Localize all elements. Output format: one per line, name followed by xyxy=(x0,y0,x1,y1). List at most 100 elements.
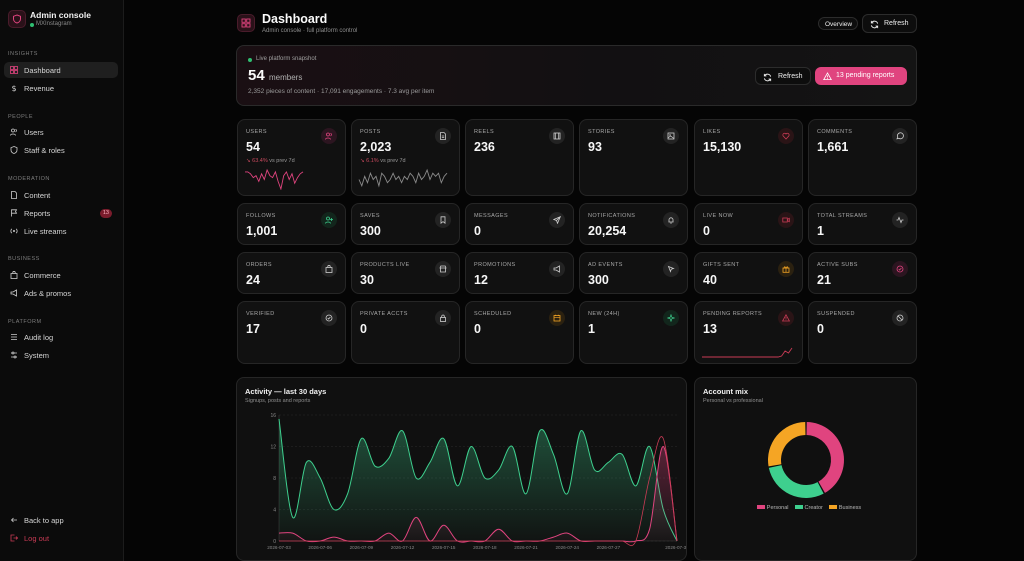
trend-value: ↘ 6.1% xyxy=(360,158,379,164)
stat-value: 54 xyxy=(246,140,260,154)
heart-icon xyxy=(778,128,794,144)
legend-swatch xyxy=(828,505,837,509)
donut-slice-business[interactable] xyxy=(768,422,806,467)
snapshot-description: 2,352 pieces of content · 17,091 engagem… xyxy=(248,88,435,95)
y-tick-label: 12 xyxy=(270,445,276,451)
nav-section-business: BUSINESS xyxy=(8,256,40,262)
stat-card-scheduled[interactable]: SCHEDULED 0 xyxy=(465,301,574,364)
stat-label: LIVE NOW xyxy=(703,213,734,219)
stat-label: ACTIVE SUBS xyxy=(817,262,858,268)
snapshot-label: Live platform snapshot xyxy=(256,56,317,62)
stat-card-suspended[interactable]: SUSPENDED 0 xyxy=(808,301,917,364)
sidebar-item-staff[interactable]: Staff & roles xyxy=(4,142,118,158)
stat-value: 0 xyxy=(703,224,710,238)
sidebar-item-audit-log[interactable]: Audit log xyxy=(4,329,118,345)
stat-label: AD EVENTS xyxy=(588,262,623,268)
refresh-button[interactable]: Refresh xyxy=(862,14,917,33)
trend-text: vs prev 7d xyxy=(269,158,295,164)
stat-label: PROMOTIONS xyxy=(474,262,516,268)
stat-card-total-streams[interactable]: TOTAL STREAMS 1 xyxy=(808,203,917,245)
sidebar-item-dashboard[interactable]: Dashboard xyxy=(4,62,118,78)
sidebar-item-reports[interactable]: Reports 13 xyxy=(4,205,118,221)
stat-value: 20,254 xyxy=(588,224,627,238)
stat-label: ORDERS xyxy=(246,262,272,268)
x-tick-label: 2026-07-27 xyxy=(597,545,621,550)
stat-card-likes[interactable]: LIKES 15,130 xyxy=(694,119,803,196)
logout-button[interactable]: Log out xyxy=(4,530,118,546)
sidebar-item-content[interactable]: Content xyxy=(4,187,118,203)
sidebar-item-live-streams[interactable]: Live streams xyxy=(4,223,118,239)
donut-slice-personal[interactable] xyxy=(806,422,845,493)
stat-card-gifts-sent[interactable]: GIFTS SENT 40 xyxy=(694,252,803,294)
stat-card-reels[interactable]: REELS 236 xyxy=(465,119,574,196)
trend-value: ↘ 63.4% xyxy=(246,158,268,164)
back-to-app-link[interactable]: Back to app xyxy=(4,512,118,528)
stat-value: 236 xyxy=(474,140,495,154)
snapshot-refresh-button[interactable]: Refresh xyxy=(755,67,811,85)
stat-card-ad-events[interactable]: AD EVENTS 300 xyxy=(579,252,688,294)
gift-icon xyxy=(778,261,794,277)
stat-label: SUSPENDED xyxy=(817,311,855,317)
stat-card-active-subs[interactable]: ACTIVE SUBS 21 xyxy=(808,252,917,294)
stat-card-promotions[interactable]: PROMOTIONS 12 xyxy=(465,252,574,294)
pending-reports-button[interactable]: 13 pending reports xyxy=(815,67,907,85)
stat-value: 21 xyxy=(817,273,831,287)
refresh-label: Refresh xyxy=(884,20,909,27)
sidebar-item-revenue[interactable]: $ Revenue xyxy=(4,80,118,96)
account-mix-legend: Personal Creator Business xyxy=(695,505,916,511)
stat-card-users[interactable]: USERS 54 ↘ 63.4% vs prev 7d xyxy=(237,119,346,196)
megaphone-icon xyxy=(549,261,565,277)
stat-card-pending-reports[interactable]: PENDING REPORTS 13 xyxy=(694,301,803,364)
stat-card-verified[interactable]: VERIFIED 17 xyxy=(237,301,346,364)
nav-section-people: PEOPLE xyxy=(8,114,34,120)
sidebar-item-users[interactable]: Users xyxy=(4,124,118,140)
calendar-icon xyxy=(549,310,565,326)
stat-value: 13 xyxy=(703,322,717,336)
stat-card-messages[interactable]: MESSAGES 0 xyxy=(465,203,574,245)
sidebar-item-commerce[interactable]: Commerce xyxy=(4,267,118,283)
users-icon xyxy=(321,128,337,144)
alert-icon xyxy=(823,71,832,80)
sidebar: Admin console MXInstagram INSIGHTS Dashb… xyxy=(0,0,124,561)
overview-button[interactable]: Overview xyxy=(818,17,858,30)
y-tick-label: 8 xyxy=(273,476,276,482)
stat-label: GIFTS SENT xyxy=(703,262,740,268)
stat-card-posts[interactable]: POSTS 2,023 ↘ 6.1% vs prev 7d xyxy=(351,119,460,196)
stat-card-live-now[interactable]: LIVE NOW 0 xyxy=(694,203,803,245)
user-plus-icon xyxy=(321,212,337,228)
stat-card-new-24h[interactable]: NEW (24H) 1 xyxy=(579,301,688,364)
stat-card-orders[interactable]: ORDERS 24 xyxy=(237,252,346,294)
sparkline xyxy=(358,168,448,188)
activity-chart-subtitle: Signups, posts and reports xyxy=(245,398,311,404)
trend-text: vs prev 7d xyxy=(380,158,406,164)
sidebar-item-system[interactable]: System xyxy=(4,347,118,363)
stat-value: 1,001 xyxy=(246,224,278,238)
sidebar-item-label: Dashboard xyxy=(24,66,61,75)
stat-card-comments[interactable]: COMMENTS 1,661 xyxy=(808,119,917,196)
broadcast-icon xyxy=(10,228,18,234)
sparkline-path xyxy=(358,168,448,188)
y-tick-label: 4 xyxy=(273,508,276,514)
donut-slice-creator[interactable] xyxy=(768,465,824,499)
sidebar-item-ads[interactable]: Ads & promos xyxy=(4,285,118,301)
stat-card-notifications[interactable]: NOTIFICATIONS 20,254 xyxy=(579,203,688,245)
status-dot xyxy=(30,22,34,27)
stat-value: 24 xyxy=(246,273,260,287)
bag-icon xyxy=(10,271,18,279)
stat-card-follows[interactable]: FOLLOWS 1,001 xyxy=(237,203,346,245)
image-icon xyxy=(663,128,679,144)
stat-value: 0 xyxy=(474,322,481,336)
stat-card-saves[interactable]: SAVES 300 xyxy=(351,203,460,245)
x-tick-label: 2026-07-18 xyxy=(473,545,497,550)
stat-card-products-live[interactable]: PRODUCTS LIVE 30 xyxy=(351,252,460,294)
sidebar-item-label: Revenue xyxy=(24,84,55,93)
legend-label: Personal xyxy=(766,505,789,511)
stat-card-stories[interactable]: STORIES 93 xyxy=(579,119,688,196)
stat-label: COMMENTS xyxy=(817,129,853,135)
sliders-icon xyxy=(11,351,17,359)
stat-value: 0 xyxy=(474,224,481,238)
stat-card-private-accts[interactable]: PRIVATE ACCTS 0 xyxy=(351,301,460,364)
stat-label: MESSAGES xyxy=(474,213,509,219)
sparkline-path xyxy=(245,168,304,190)
stat-label: FOLLOWS xyxy=(246,213,276,219)
